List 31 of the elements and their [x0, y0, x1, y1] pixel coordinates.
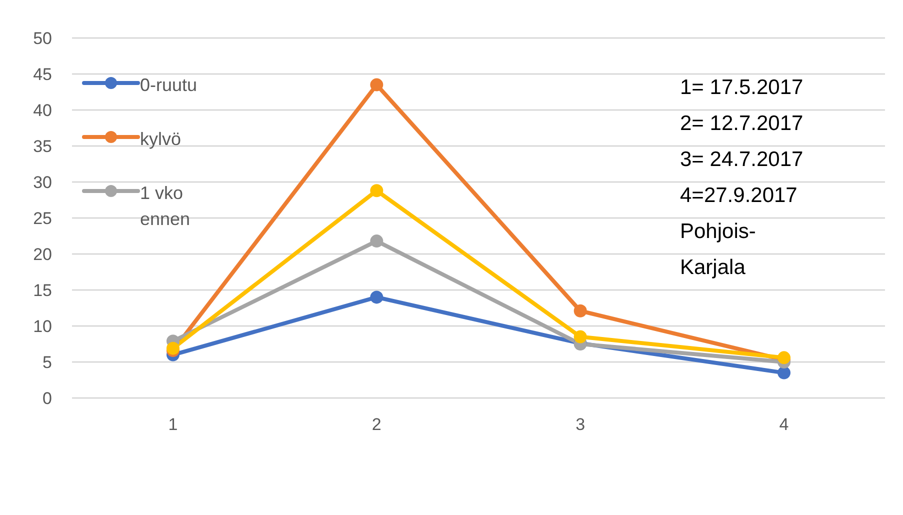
y-tick-label: 0	[42, 389, 52, 408]
x-tick-label: 2	[372, 415, 382, 434]
x-tick-label: 1	[168, 415, 178, 434]
point	[370, 234, 384, 248]
y-tick-label: 15	[33, 281, 52, 300]
point	[370, 184, 384, 198]
x-tick-label: 4	[779, 415, 789, 434]
annotation: 4=27.9.2017	[680, 183, 798, 209]
annotation: Pohjois-	[680, 219, 757, 245]
point	[574, 330, 587, 344]
y-tick-label: 5	[42, 353, 52, 372]
legend-label: kylvö	[140, 128, 182, 151]
point	[370, 78, 384, 92]
y-tick-label: 50	[33, 29, 52, 48]
y-tick-label: 20	[33, 245, 52, 264]
annotation: 3= 24.7.2017	[680, 147, 804, 173]
x-tick-label: 3	[576, 415, 586, 434]
legend-label: 0-ruutu	[140, 74, 198, 97]
y-tick-label: 40	[33, 101, 52, 120]
annotation: 1= 17.5.2017	[680, 75, 804, 101]
annotation: 2= 12.7.2017	[680, 111, 804, 137]
point	[778, 366, 790, 380]
y-tick-label: 35	[33, 137, 52, 156]
point	[574, 304, 587, 318]
y-tick-label: 10	[33, 317, 52, 336]
y-tick-label: 30	[33, 173, 52, 192]
y-tick-label: 45	[33, 65, 52, 84]
y-tick-label: 25	[33, 209, 52, 228]
legend-label: 1 vko ennen	[140, 182, 192, 231]
point	[370, 290, 384, 304]
annotation: Karjala	[680, 255, 746, 281]
